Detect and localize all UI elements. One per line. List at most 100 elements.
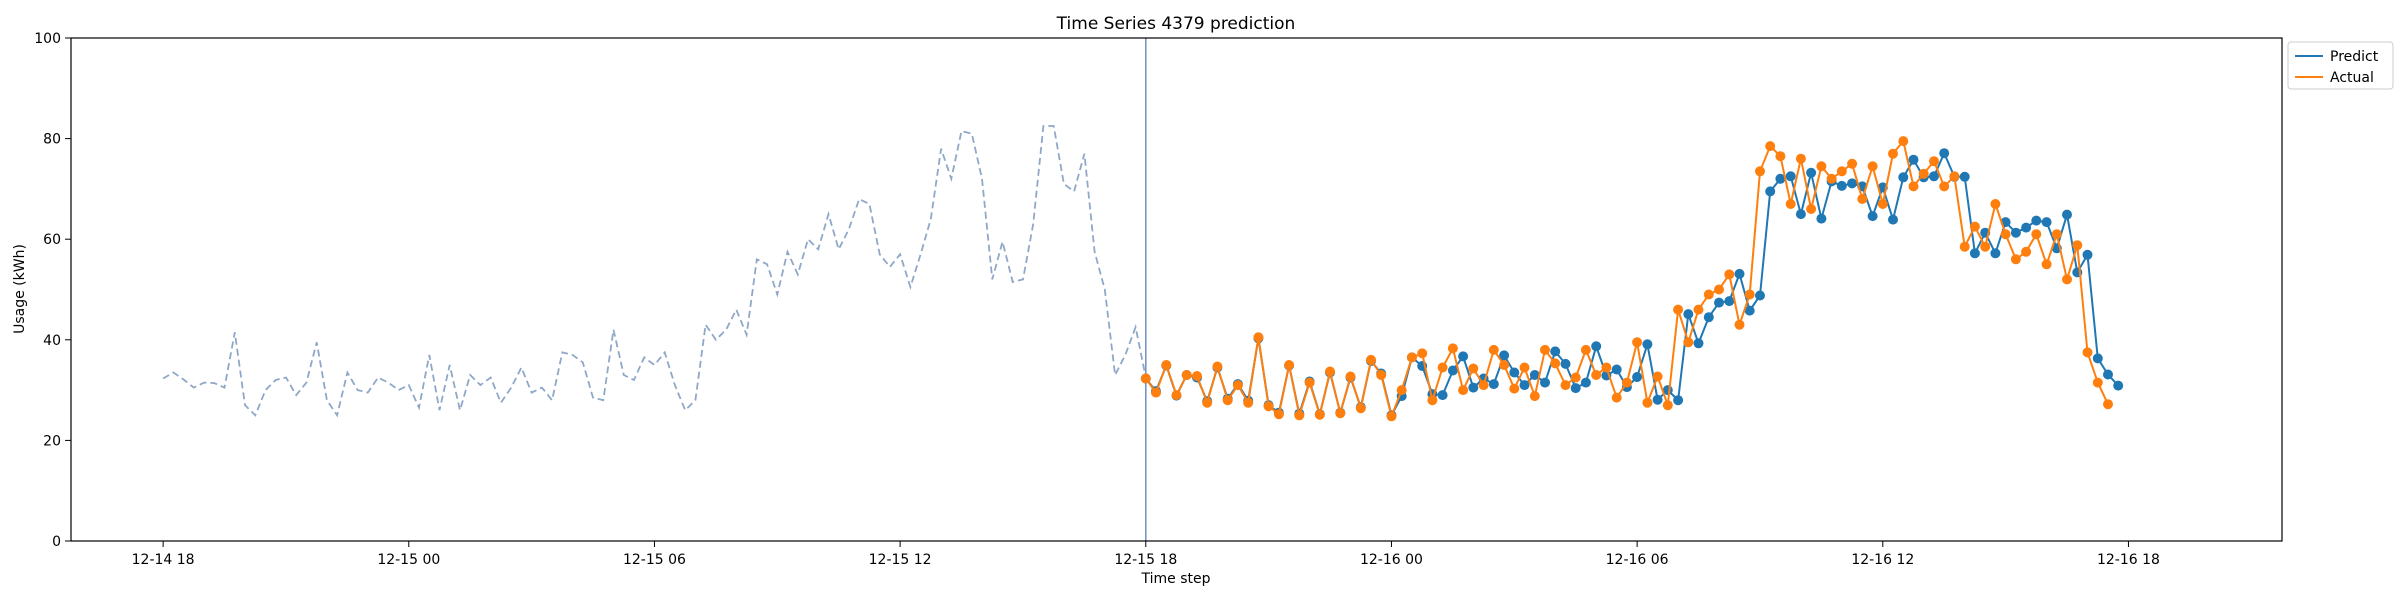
actual-point [1632, 337, 1643, 348]
predict-point [1652, 394, 1663, 405]
actual-point [2031, 229, 2042, 240]
actual-point [1509, 383, 1520, 394]
actual-point [1386, 411, 1397, 422]
actual-point [1888, 148, 1898, 159]
x-tick-label: 12-15 06 [623, 552, 686, 568]
predict-point [2082, 249, 2093, 260]
actual-point [1417, 348, 1428, 359]
actual-point [1990, 199, 2001, 209]
predict-point [1908, 154, 1919, 165]
y-tick-label: 20 [43, 433, 61, 449]
actual-point [1795, 153, 1806, 164]
actual-point [2103, 399, 2113, 410]
predict-point [1499, 350, 1510, 361]
actual-point [1263, 401, 1274, 412]
actual-point [1642, 397, 1653, 408]
predict-point [1580, 377, 1591, 388]
y-tick-label: 100 [34, 31, 61, 47]
actual-point [1314, 409, 1325, 420]
x-tick-label: 12-16 06 [1606, 552, 1669, 568]
actual-point [2010, 254, 2021, 265]
actual-point [1396, 385, 1407, 396]
actual-point [1775, 151, 1786, 162]
y-tick-label: 80 [43, 132, 61, 148]
predict-point [1437, 390, 1448, 401]
predict-point [2031, 215, 2042, 226]
actual-point [1366, 354, 1376, 365]
actual-point [1550, 358, 1561, 369]
plot-area: 0 20 40 60 80 100 12-14 18 12-15 00 12-15 06 12-1… [34, 31, 2160, 568]
predict-point [1632, 372, 1643, 382]
predict-point [1939, 148, 1950, 159]
actual-point [1488, 344, 1499, 355]
predict-point [1540, 377, 1550, 388]
actual-point [1765, 141, 1776, 152]
x-tick-label: 12-16 12 [1851, 552, 1914, 568]
actual-point [2092, 377, 2103, 388]
actual-point [1673, 304, 1684, 315]
actual-point [1406, 352, 1417, 363]
actual-point [1969, 221, 1980, 232]
predict-point [1468, 382, 1479, 393]
actual-point [1243, 397, 1254, 408]
actual-point [1755, 166, 1765, 177]
actual-point [1529, 391, 1540, 402]
predict-point [1529, 370, 1540, 380]
actual-point [1345, 371, 1356, 382]
actual-point [1478, 380, 1489, 391]
x-axis-label: Time step [1141, 571, 1211, 587]
y-tick-label: 40 [43, 333, 61, 349]
actual-line [1144, 138, 2109, 420]
predict-point [1929, 171, 1939, 182]
predict-point [1642, 339, 1653, 350]
actual-point [1621, 377, 1632, 388]
actual-point [1335, 408, 1346, 419]
actual-point [2062, 274, 2072, 285]
actual-point [1980, 241, 1991, 252]
actual-point [1744, 289, 1755, 300]
actual-point [1355, 403, 1366, 414]
history-line [162, 125, 1147, 418]
actual-point [2072, 240, 2083, 251]
actual-point [1601, 362, 1612, 373]
actual-point [1253, 332, 1264, 343]
predict-point [1458, 351, 1469, 362]
predict-point [1744, 305, 1755, 316]
predict-point [1816, 213, 1827, 224]
actual-point [1785, 199, 1796, 209]
actual-point [1519, 362, 1530, 373]
predict-point [1703, 312, 1714, 323]
actual-point [1693, 304, 1704, 315]
predict-point [1969, 248, 1980, 259]
actual-point [1857, 194, 1868, 204]
actual-point [1304, 377, 1315, 388]
actual-point [1499, 360, 1510, 370]
actual-point [1959, 241, 1970, 252]
x-tick-label: 12-15 12 [869, 552, 932, 568]
actual-point [1662, 400, 1673, 411]
actual-point [1734, 319, 1745, 330]
predict-point [1560, 358, 1571, 369]
predict-point [1775, 173, 1786, 184]
actual-point [1376, 370, 1387, 380]
predict-point [2021, 222, 2032, 233]
actual-point [1212, 361, 1223, 372]
predict-point [1550, 346, 1561, 357]
x-tick-label: 12-15 18 [1114, 552, 1177, 568]
predict-point [1806, 167, 1817, 178]
predict-point [1755, 290, 1765, 301]
legend-actual-label: Actual [2330, 70, 2374, 86]
actual-point [1724, 269, 1735, 280]
predict-point [1734, 268, 1745, 279]
actual-point [1325, 366, 1335, 377]
actual-point [1540, 344, 1550, 355]
actual-point [1939, 181, 1950, 192]
actual-point [1284, 360, 1295, 370]
predict-point [1785, 171, 1796, 182]
predict-point [1693, 338, 1704, 349]
predict-point [1888, 214, 1898, 225]
predict-point [1847, 178, 1858, 189]
actual-point [1929, 156, 1939, 167]
legend-predict-label: Predict [2330, 49, 2379, 65]
predict-point [1673, 395, 1684, 406]
